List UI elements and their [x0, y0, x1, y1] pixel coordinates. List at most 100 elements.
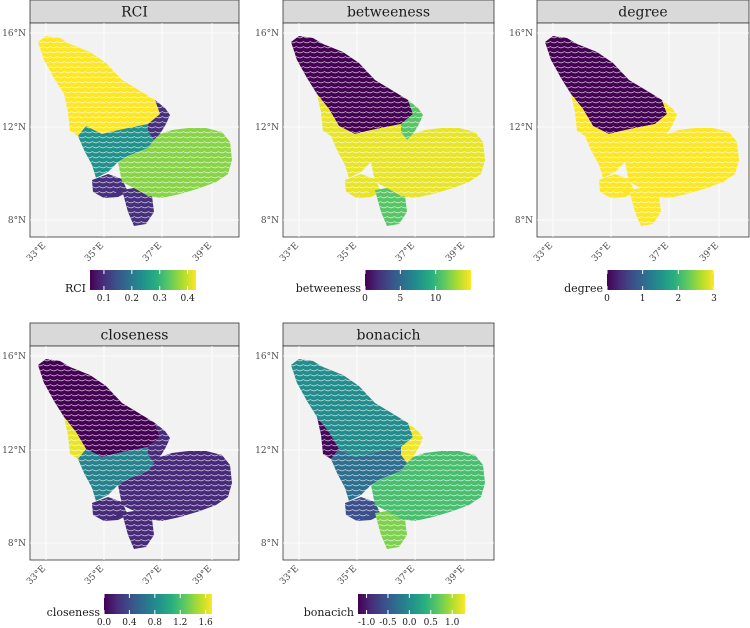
x-tick-label: 35°E [590, 241, 613, 264]
x-tick-label: 39°E [444, 241, 467, 264]
colorbar-tick-label: 1.0 [445, 618, 460, 628]
legend-title: closeness [47, 606, 101, 619]
panel-bonacich: bonacich 16°N 12°N 8°N 33°E 35°E 37°E 39… [255, 322, 495, 628]
panel-degree: degree 16°N 12°N 8°N 33°E 35°E 37°E 39°E [509, 0, 750, 304]
colorbar [365, 270, 471, 290]
colorbar [104, 594, 212, 614]
basin-map [545, 36, 739, 226]
y-axis: 16°N 12°N 8°N [255, 29, 279, 226]
x-axis: 33°E 35°E 37°E 39°E [532, 241, 721, 264]
colorbar-tick-label: 1.6 [198, 618, 213, 628]
x-tick-label: 33°E [25, 241, 48, 264]
basin-map [38, 359, 232, 549]
colorbar-legend: closeness 0.0 0.4 0.8 1.2 1.6 [47, 594, 213, 628]
colorbar-tick-label: 0.8 [148, 618, 163, 628]
y-axis: 16°N 12°N 8°N [2, 352, 26, 549]
panel-rci: RCI 16°N 12°N 8°N 33°E 35°E 37°E 39°E [2, 0, 240, 304]
y-tick-label: 12°N [2, 446, 26, 456]
x-tick-label: 37°E [141, 564, 164, 587]
y-tick-label: 8°N [8, 539, 26, 549]
colorbar [607, 270, 714, 290]
x-tick-label: 39°E [191, 564, 214, 587]
x-tick-label: 33°E [278, 564, 301, 587]
colorbar-tick-label: 0 [604, 294, 610, 304]
colorbar-tick-label: 1.2 [173, 618, 187, 628]
y-tick-label: 16°N [509, 29, 533, 39]
y-tick-label: 8°N [515, 216, 533, 226]
colorbar-ticks: 0.1 0.2 0.3 0.4 [97, 270, 195, 304]
river-network [545, 36, 739, 226]
x-tick-label: 35°E [336, 564, 359, 587]
colorbar-tick-label: 2 [675, 294, 681, 304]
x-tick-label: 39°E [698, 241, 721, 264]
panel-title: bonacich [357, 328, 421, 344]
colorbar-tick-label: 0 [362, 294, 368, 304]
x-tick-label: 37°E [141, 241, 164, 264]
colorbar-legend: RCI 0.1 0.2 0.3 0.4 [65, 270, 196, 304]
basin-map [291, 359, 485, 549]
colorbar-tick-label: 0.2 [125, 294, 139, 304]
legend-title: degree [564, 282, 603, 295]
basin-map [291, 36, 485, 226]
colorbar-ticks: 0 5 10 [362, 270, 442, 304]
colorbar-tick-label: 5 [397, 294, 403, 304]
colorbar-ticks: 0 1 2 3 [604, 270, 717, 304]
panel-title: betweeness [347, 5, 430, 21]
y-tick-label: 12°N [509, 123, 533, 133]
basin-map [38, 36, 232, 226]
x-tick-label: 39°E [191, 241, 214, 264]
colorbar-tick-label: 0.0 [402, 618, 417, 628]
x-tick-label: 37°E [394, 241, 417, 264]
river-network [38, 36, 232, 226]
colorbar-tick-label: 0.0 [97, 618, 112, 628]
panel-closeness: closeness 16°N 12°N 8°N 33°E 35°E 37°E 3… [2, 322, 240, 628]
x-axis: 33°E 35°E 37°E 39°E [278, 564, 467, 587]
colorbar-tick-label: 10 [430, 294, 442, 304]
x-tick-label: 39°E [444, 564, 467, 587]
x-axis: 33°E 35°E 37°E 39°E [25, 241, 214, 264]
y-tick-label: 8°N [261, 539, 279, 549]
panel-title: degree [618, 5, 667, 21]
colorbar-tick-label: 0.5 [424, 618, 439, 628]
legend-title: betweeness [296, 282, 362, 295]
colorbar-tick-label: -1.0 [358, 618, 376, 628]
y-tick-label: 16°N [255, 352, 279, 362]
x-axis: 33°E 35°E 37°E 39°E [278, 241, 467, 264]
y-axis: 16°N 12°N 8°N [509, 29, 533, 226]
colorbar [90, 270, 196, 290]
y-tick-label: 16°N [2, 352, 26, 362]
x-tick-label: 35°E [83, 564, 106, 587]
colorbar-tick-label: 0.3 [153, 294, 168, 304]
x-tick-label: 35°E [83, 241, 106, 264]
y-tick-label: 16°N [2, 29, 26, 39]
panel-title: RCI [121, 5, 148, 21]
colorbar-tick-label: 1 [640, 294, 646, 304]
y-tick-label: 8°N [261, 216, 279, 226]
y-tick-label: 8°N [8, 216, 26, 226]
x-tick-label: 37°E [648, 241, 671, 264]
x-tick-label: 33°E [278, 241, 301, 264]
legend-title: bonacich [304, 606, 354, 619]
y-tick-label: 16°N [255, 29, 279, 39]
river-network [291, 36, 485, 226]
river-network [291, 359, 485, 549]
legend-title: RCI [65, 282, 86, 295]
x-tick-label: 35°E [336, 241, 359, 264]
x-axis: 33°E 35°E 37°E 39°E [25, 564, 214, 587]
colorbar-tick-label: 3 [711, 294, 717, 304]
x-tick-label: 33°E [25, 564, 48, 587]
colorbar-legend: degree 0 1 2 3 [564, 270, 717, 304]
colorbar-tick-label: 0.4 [180, 294, 195, 304]
colorbar-tick-label: 0.4 [122, 618, 137, 628]
y-tick-label: 12°N [255, 446, 279, 456]
colorbar-ticks: -1.0 -0.5 0.0 0.5 1.0 [358, 594, 460, 628]
y-tick-label: 12°N [2, 123, 26, 133]
panel-title: closeness [101, 328, 169, 344]
colorbar-legend: bonacich -1.0 -0.5 0.0 0.5 1.0 [304, 594, 465, 628]
y-axis: 16°N 12°N 8°N [2, 29, 26, 226]
x-tick-label: 37°E [394, 564, 417, 587]
y-axis: 16°N 12°N 8°N [255, 352, 279, 549]
y-tick-label: 12°N [255, 123, 279, 133]
x-tick-label: 33°E [532, 241, 555, 264]
